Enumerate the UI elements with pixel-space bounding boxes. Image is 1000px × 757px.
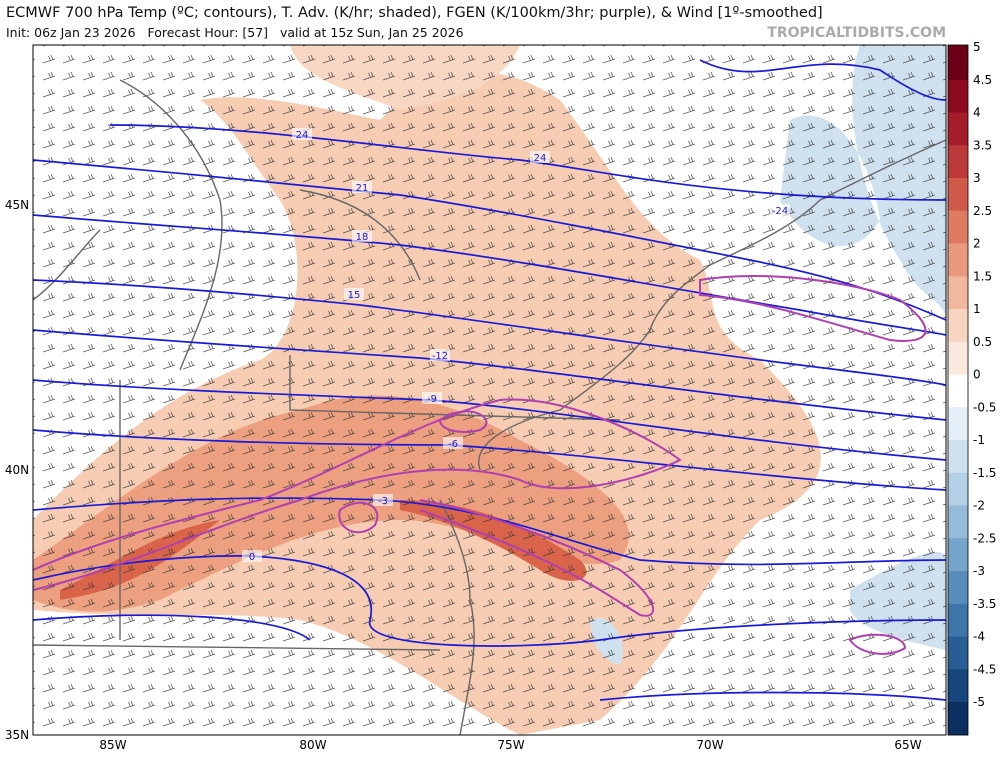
colorbar-tick-label: 5 [973, 40, 981, 54]
contour-label-bg [292, 128, 312, 140]
colorbar-segment [948, 276, 968, 310]
contour-label-bg [373, 494, 393, 506]
contour-label: 18 [356, 232, 369, 243]
colorbar-tick-label: -4.5 [973, 662, 996, 676]
colorbar-tick-label: -5 [973, 695, 985, 709]
contour-label-bg [430, 349, 450, 361]
colorbar-tick-label: 0.5 [973, 335, 992, 349]
colorbar-segment [948, 407, 968, 441]
colorbar-tick-label: -3 [973, 564, 985, 578]
contour-label-bg [443, 437, 463, 449]
colorbar-frame [947, 44, 969, 736]
colorbar-segment [948, 341, 968, 375]
latitude-label: 35N [5, 728, 29, 742]
colorbar-segment [948, 702, 968, 736]
coastlines [33, 79, 946, 735]
contour-label: -12 [432, 351, 448, 362]
longitude-label: 70W [696, 738, 723, 752]
contour-label-bg [344, 288, 364, 300]
colorbar-tick-label: 0 [973, 368, 981, 382]
map-frame [32, 44, 947, 736]
colorbar-segment [948, 112, 968, 146]
contour-label: 15 [348, 290, 361, 301]
map-area: 24 24 21 18 15 -12 -9 -6 -3 0 -24 [33, 45, 946, 735]
colorbar-tick-label: 4 [973, 106, 981, 120]
colorbar-segment [948, 571, 968, 605]
contour-label: -24 [772, 206, 788, 217]
latitude-labels: 45N 40N 35N [5, 198, 29, 742]
contour-label: -3 [378, 496, 388, 507]
colorbar-tick-label: 1 [973, 302, 981, 316]
contour-labels: 24 24 21 18 15 -12 -9 -6 -3 0 -24 [242, 128, 790, 563]
colorbar-tick-label: 3 [973, 171, 981, 185]
colorbar-tick-label: -1.5 [973, 466, 996, 480]
colorbar-segment [948, 47, 968, 81]
contour-label-bg [242, 550, 262, 562]
colorbar-segment [948, 603, 968, 637]
wind-barbs [33, 45, 946, 735]
latitude-label: 40N [5, 463, 29, 477]
longitude-label: 65W [894, 738, 921, 752]
colorbar-tick-label: 3.5 [973, 138, 992, 152]
colorbar-segment [948, 243, 968, 277]
contour-label-bg [770, 204, 790, 216]
contour-label: -9 [427, 394, 437, 405]
colorbar-tick-label: -3.5 [973, 597, 996, 611]
longitude-label: 85W [99, 738, 126, 752]
brand: TROPICALTIDBITS.COM [767, 25, 946, 41]
temperature-contours [33, 59, 946, 701]
colorbar-segment [948, 440, 968, 474]
colorbar-tick-label: -1 [973, 433, 985, 447]
longitude-labels: 85W 80W 75W 70W 65W [99, 738, 921, 752]
colorbar-tick-label: -0.5 [973, 400, 996, 414]
contour-label-bg [422, 392, 442, 404]
colorbar-segment [948, 178, 968, 212]
colorbar-segment [948, 472, 968, 506]
contour-label: 24 [534, 153, 547, 164]
colorbar: 5 4.5 4 3.5 3 2.5 2 1.5 1 0.5 0 -0.5 -1 -1.5 -2 -2.5 -3 -… [947, 40, 996, 736]
frontogenesis-contours [33, 275, 927, 655]
colorbar-tick-label: 1.5 [973, 269, 992, 283]
colorbar-segment [948, 309, 968, 343]
colorbar-tick-label: 2.5 [973, 204, 992, 218]
colorbar-segment [948, 669, 968, 703]
contour-label: 0 [249, 552, 255, 563]
colorbar-tick-label: -2 [973, 499, 985, 513]
latitude-label: 45N [5, 198, 29, 212]
colorbar-segment [948, 538, 968, 572]
contour-label-bg [352, 181, 372, 193]
colorbar-segment [948, 79, 968, 113]
contour-label: 21 [356, 183, 369, 194]
contour-label-bg [530, 151, 550, 163]
colorbar-segment [948, 145, 968, 179]
title: ECMWF 700 hPa Temp (ºC; contours), T. Ad… [6, 5, 823, 21]
longitude-label: 75W [497, 738, 524, 752]
colorbar-tick-label: -4 [973, 630, 985, 644]
colorbar-tick-label: -2.5 [973, 531, 996, 545]
contour-label: -6 [448, 439, 458, 450]
longitude-label: 80W [299, 738, 326, 752]
contour-label-bg [352, 230, 372, 242]
colorbar-tick-label: 4.5 [973, 73, 992, 87]
colorbar-segment [948, 210, 968, 244]
colorbar-segment [948, 374, 968, 408]
colorbar-tick-label: 2 [973, 237, 981, 251]
colorbar-segment [948, 505, 968, 539]
colorbar-segment [948, 636, 968, 670]
colorbar-segment [948, 45, 968, 47]
contour-label: 24 [296, 130, 309, 141]
subtitle: Init: 06z Jan 23 2026 Forecast Hour: [57… [6, 25, 464, 40]
